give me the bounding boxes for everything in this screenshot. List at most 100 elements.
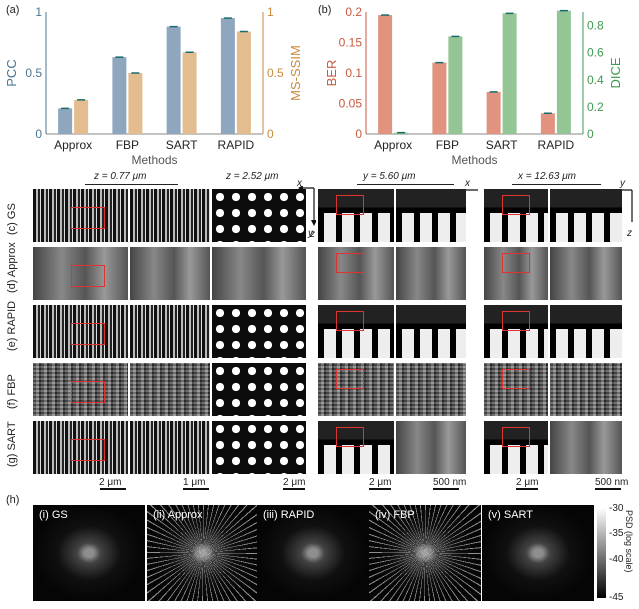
y-axis-title-right: DICE — [608, 57, 623, 88]
x-axis-title: Methods — [451, 153, 497, 167]
image-tile — [33, 421, 128, 474]
slice-underline-z1 — [85, 184, 178, 185]
row-label-0: (c) GS — [6, 203, 18, 235]
bar-ber — [540, 113, 555, 134]
image-tile — [550, 189, 622, 242]
roi-box — [71, 323, 105, 345]
axis-glyph-x: x — [297, 178, 302, 189]
image-tile — [130, 363, 210, 416]
image-tile — [318, 421, 394, 474]
category-label: Approx — [54, 138, 92, 152]
chart-b: Approx FBP SART RAPID Methods 0 0.05 0.1 0.15 0.2… — [324, 5, 623, 167]
scalebar-2 — [183, 488, 209, 490]
category-label: RAPID — [218, 138, 255, 152]
y-tick-left: 0.15 — [339, 36, 363, 50]
scalebar-label-3: 2 μm — [283, 477, 306, 488]
y-tick-left: 0.5 — [25, 66, 42, 80]
image-tile — [550, 247, 622, 300]
image-tile — [318, 305, 394, 358]
category-label: SART — [486, 138, 518, 152]
psd-colorbar — [597, 508, 606, 598]
category-label: FBP — [436, 138, 459, 152]
psd-panel-label: (iv) FBP — [375, 509, 415, 521]
bar-ber — [378, 15, 393, 134]
scalebar-label-4: 2 μm — [369, 477, 392, 488]
y-tick-right: 0.4 — [587, 73, 604, 87]
psd-panel: (v) SART — [482, 505, 594, 601]
roi-box — [502, 311, 530, 331]
roi-box — [71, 439, 105, 461]
image-tile — [318, 189, 394, 242]
chart-a: Approx FBP SART RAPID Methods 0 0.5 1 0 0.5 1 PCC MS… — [4, 5, 303, 167]
image-tile — [484, 421, 548, 474]
panel-label-b: (b) — [318, 4, 332, 16]
roi-box — [502, 253, 530, 273]
image-tile — [396, 421, 466, 474]
psd-tick-0: -30 — [609, 503, 624, 514]
scalebar-7 — [595, 488, 621, 490]
y-tick-right: 0.6 — [587, 46, 604, 60]
image-tile — [130, 189, 210, 242]
panel-label-a: (a) — [6, 4, 20, 16]
slice-underline-x1 — [512, 184, 601, 185]
image-tile — [212, 363, 306, 416]
psd-tick-1: -35 — [609, 528, 624, 539]
y-axis-title-left: PCC — [4, 59, 19, 86]
image-tile — [130, 305, 210, 358]
image-tile — [212, 247, 306, 300]
image-tile — [550, 421, 622, 474]
row-label-3: (f) FBP — [6, 374, 18, 409]
psd-tick-2: -40 — [609, 554, 624, 565]
image-tile — [33, 247, 128, 300]
y-axis-title-left: BER — [324, 60, 339, 87]
psd-panel-label: (i) GS — [39, 509, 68, 521]
panel-label-h: (h) — [6, 494, 20, 506]
roi-box — [336, 369, 364, 389]
slice-underline-y1 — [357, 184, 454, 185]
category-label: FBP — [116, 138, 139, 152]
scalebar-1 — [100, 488, 126, 490]
y-tick-right: 0.5 — [267, 66, 284, 80]
psd-panel: (ii) Approx — [147, 505, 259, 601]
scalebar-4 — [369, 488, 391, 490]
psd-panel-label: (ii) Approx — [153, 509, 203, 521]
bar-dice — [502, 13, 517, 135]
roi-box — [336, 253, 364, 273]
roi-box — [71, 207, 105, 229]
psd-panel: (i) GS — [33, 505, 145, 601]
psd-panel: (iii) RAPID — [257, 505, 369, 601]
image-tile — [396, 189, 466, 242]
row-label-2: (e) RAPID — [6, 300, 18, 351]
slice-label-z2: z = 2.52 μm — [226, 171, 279, 182]
roi-box — [502, 195, 530, 215]
y-tick-left: 0.2 — [345, 5, 362, 19]
bar-pcc — [112, 57, 127, 134]
psd-colorbar-title: PSD (log scale) — [624, 510, 634, 573]
y-axis-title-right: MS-SSIM — [288, 45, 303, 101]
image-tile — [484, 189, 548, 242]
image-tile — [33, 305, 128, 358]
image-tile — [550, 363, 622, 416]
image-tile — [130, 247, 210, 300]
image-tile — [318, 363, 394, 416]
bar-pcc — [58, 108, 73, 134]
y-tick-right: 0 — [587, 127, 594, 141]
bar-ms-ssim — [74, 99, 89, 134]
psd-tick-3: -45 — [609, 592, 624, 603]
roi-box — [336, 195, 364, 215]
axis-arrow-icon — [298, 186, 316, 226]
category-label: Approx — [374, 138, 412, 152]
y-tick-left: 0 — [35, 127, 42, 141]
image-tile — [33, 189, 128, 242]
psd-panel-label: (v) SART — [488, 509, 534, 521]
image-tile — [130, 421, 210, 474]
axis-glyph-y3: y — [620, 178, 625, 189]
scalebar-label-7: 500 nm — [595, 477, 629, 488]
roi-box — [71, 381, 105, 403]
y-tick-right: 1 — [267, 5, 274, 19]
roi-box — [71, 265, 105, 287]
axis-glyph-z2: z — [310, 229, 315, 240]
psd-panel: (iv) FBP — [369, 505, 481, 601]
row-label-1: (d) Approx — [6, 242, 18, 293]
scalebar-6 — [516, 488, 538, 490]
